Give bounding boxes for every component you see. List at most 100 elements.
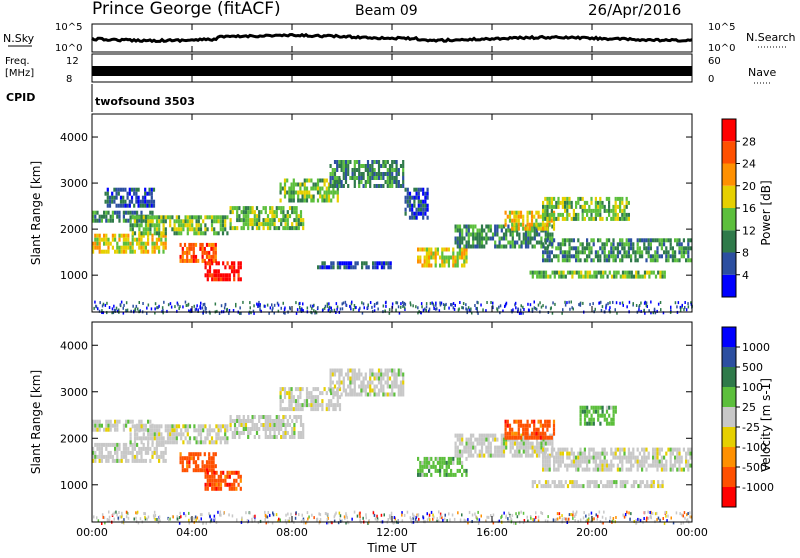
heatmap-cell: [468, 308, 471, 312]
heatmap-cell: [447, 472, 450, 477]
heatmap-cell: [217, 215, 220, 220]
colorbar-swatch: [722, 427, 736, 447]
heatmap-cell: [125, 237, 128, 242]
heatmap-cell: [105, 427, 108, 432]
heatmap-cell: [316, 387, 320, 392]
heatmap-cell: [452, 456, 455, 461]
heatmap-cell: [380, 368, 383, 373]
heatmap-cell: [428, 464, 431, 469]
heatmap-cell: [380, 184, 383, 188]
heatmap-cell: [155, 237, 158, 242]
heatmap-cell: [542, 455, 545, 460]
heatmap-cell: [299, 419, 303, 423]
heatmap-cell: [544, 467, 547, 472]
heatmap-cell: [408, 215, 412, 220]
heatmap-cell: [518, 449, 521, 454]
heatmap-cell: [486, 515, 488, 519]
heatmap-cell: [500, 228, 503, 233]
heatmap-cell: [524, 226, 527, 231]
heatmap-cell: [508, 423, 512, 428]
heatmap-cell: [509, 515, 511, 518]
heatmap-cell: [413, 215, 416, 220]
heatmap-cell: [186, 254, 189, 259]
heatmap-cell: [538, 453, 541, 458]
heatmap-cell: [597, 258, 600, 263]
heatmap-cell: [676, 459, 679, 464]
heatmap-cell: [366, 384, 370, 389]
heatmap-cell: [599, 467, 602, 472]
heatmap-cell: [111, 311, 113, 315]
heatmap-cell: [634, 250, 637, 255]
heatmap-cell: [358, 184, 361, 188]
heatmap-cell: [153, 231, 156, 236]
heatmap-cell: [264, 304, 266, 308]
heatmap-cell: [524, 423, 527, 428]
heatmap-cell: [208, 254, 211, 259]
heatmap-cell: [680, 455, 683, 460]
heatmap-cell: [208, 258, 211, 263]
heatmap-cell: [139, 203, 142, 208]
heatmap-cell: [208, 468, 211, 473]
heatmap-cell: [338, 180, 341, 184]
heatmap-cell: [571, 484, 574, 489]
heatmap-cell: [515, 431, 518, 436]
heatmap-cell: [463, 224, 466, 229]
colorbar-swatch: [722, 252, 736, 275]
heatmap-cell: [277, 423, 281, 427]
heatmap-cell: [564, 204, 567, 209]
heatmap-cell: [142, 427, 145, 432]
heatmap-cell: [496, 449, 499, 454]
heatmap-cell: [623, 216, 626, 221]
heatmap-cell: [217, 273, 220, 278]
heatmap-cell: [568, 200, 571, 205]
heatmap-cell: [656, 246, 659, 251]
heatmap-cell: [371, 164, 374, 168]
heatmap-cell: [621, 455, 624, 460]
heatmap-cell: [373, 304, 376, 308]
heatmap-cell: [625, 242, 628, 247]
heatmap-cell: [155, 223, 159, 228]
heatmap-cell: [491, 232, 495, 237]
heatmap-cell: [201, 246, 204, 251]
heatmap-cell: [511, 240, 514, 245]
heatmap-cell: [226, 277, 229, 282]
heatmap-cell: [657, 270, 660, 275]
heatmap-cell: [197, 219, 200, 224]
heatmap-cell: [404, 195, 407, 200]
heatmap-cell: [295, 511, 297, 515]
heatmap-cell: [190, 246, 193, 251]
heatmap-cell: [249, 210, 252, 215]
heatmap-cell: [388, 180, 392, 184]
heatmap-cell: [122, 210, 125, 215]
heatmap-cell: [597, 405, 600, 410]
heatmap-cell: [264, 423, 267, 427]
heatmap-cell: [159, 519, 161, 523]
heatmap-cell: [679, 305, 682, 309]
heatmap-cell: [561, 204, 564, 209]
heatmap-cell: [599, 451, 602, 456]
heatmap-cell: [94, 300, 96, 304]
heatmap-cell: [522, 427, 525, 432]
heatmap-cell: [535, 453, 539, 458]
heatmap-cell: [98, 423, 101, 428]
heatmap-cell: [155, 436, 159, 441]
heatmap-cell: [155, 442, 158, 447]
heatmap-cell: [553, 459, 556, 464]
heatmap-cell: [221, 215, 225, 220]
heatmap-cell: [537, 222, 540, 227]
heatmap-cell: [597, 451, 600, 456]
heatmap-cell: [350, 302, 353, 306]
heatmap-cell: [588, 455, 591, 460]
heatmap-cell: [522, 214, 525, 219]
heatmap-cell: [96, 442, 99, 447]
heatmap-cell: [474, 512, 476, 516]
heatmap-cell: [465, 228, 468, 233]
heatmap-cell: [339, 518, 341, 522]
heatmap-cell: [511, 513, 514, 517]
heatmap-cell: [236, 415, 239, 419]
heatmap-cell: [531, 270, 534, 275]
heatmap-cell: [327, 399, 331, 404]
heatmap-cell: [623, 242, 626, 247]
heatmap-cell: [98, 446, 101, 451]
heatmap-cell: [271, 206, 274, 211]
